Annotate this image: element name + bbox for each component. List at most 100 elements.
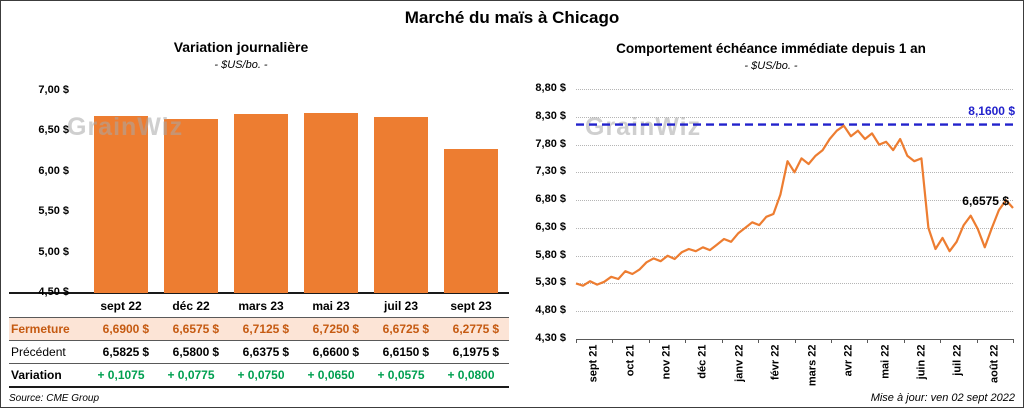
- x-axis-tick: [612, 339, 614, 343]
- category-label: juil 23: [383, 298, 418, 313]
- cell-value: 6,6150: [382, 345, 420, 359]
- page-title: Marché du maïs à Chicago: [404, 8, 620, 27]
- bar-chart-title: Variation journalière: [173, 39, 309, 55]
- line-y-axis-label: 4,80 $: [535, 304, 566, 317]
- last-price-label: 6,6575 $: [962, 194, 1009, 209]
- bar: [374, 117, 428, 293]
- line-y-axis-label: 6,80 $: [535, 193, 566, 206]
- line-y-axis-label: 5,30 $: [535, 276, 566, 289]
- line-y-axis-label: 5,80 $: [535, 248, 566, 261]
- cell-value: 6,6900: [102, 322, 140, 336]
- x-axis-tick: [903, 339, 905, 343]
- source-note: Source: CME Group: [9, 393, 100, 404]
- table-cell: 6,2775 $: [436, 322, 506, 336]
- watermark: GrainWiz: [585, 113, 702, 141]
- table-row-label: Précédent: [11, 345, 66, 359]
- bar-chart-subtitle: - $US/bo. -: [214, 59, 268, 71]
- currency-symbol: $: [492, 322, 499, 336]
- bar: [234, 114, 288, 293]
- currency-symbol: $: [352, 345, 359, 359]
- currency-symbol: $: [492, 345, 499, 359]
- category-label: mai 23: [312, 298, 350, 313]
- line-y-axis-label: 4,30 $: [535, 332, 566, 344]
- table-cell: 6,6900 $: [86, 322, 156, 336]
- gridline: [576, 200, 1013, 202]
- cell-value: 6,7125: [242, 322, 280, 336]
- x-axis-label: juil 22: [951, 344, 964, 376]
- gridline: [576, 311, 1013, 313]
- currency-symbol: $: [422, 322, 429, 336]
- currency-symbol: $: [352, 322, 359, 336]
- category-label: mars 23: [238, 298, 284, 313]
- bar-y-axis-label: 5,50 $: [38, 205, 69, 218]
- x-axis-tick: [867, 339, 869, 343]
- bar: [94, 116, 148, 293]
- gridline: [576, 255, 1013, 257]
- cell-value: 6,5825: [102, 345, 140, 359]
- bar: [164, 118, 218, 293]
- bar-y-axis-label: 5,00 $: [38, 245, 69, 258]
- table-row: Précédent 6,5825 $6,5800 $6,6375 $6,6600 $6,6…: [9, 341, 509, 364]
- x-axis-label: mai 22: [879, 344, 892, 379]
- table-cell: 6,5825 $: [86, 345, 156, 359]
- line-y-axis-label: 8,80 $: [535, 82, 566, 94]
- cell-value: + 0,0800: [447, 368, 495, 382]
- x-axis-tick: [1013, 339, 1014, 343]
- x-axis-tick: [721, 339, 723, 343]
- table-row: Variation + 0,1075 + 0,0775 + 0,0750 + 0,065…: [9, 364, 509, 388]
- gridline: [576, 283, 1013, 285]
- table-cell: 6,6150 $: [366, 345, 436, 359]
- bar-y-axis-label: 6,00 $: [38, 164, 69, 177]
- reference-price-label: 8,1600 $: [968, 103, 1015, 118]
- gridline: [576, 227, 1013, 229]
- cell-value: 6,1975: [452, 345, 490, 359]
- x-axis-tick: [794, 339, 796, 343]
- line-chart-subtitle: - $US/bo. -: [744, 60, 798, 72]
- table-cell: 6,7125 $: [226, 322, 296, 336]
- table-row-label: Fermeture: [11, 322, 70, 336]
- cell-value: + 0,1075: [97, 368, 145, 382]
- bar-y-axis-label: 7,00 $: [38, 84, 69, 96]
- bar-y-axis-label: 4,50 $: [38, 286, 69, 298]
- table-row-label: Variation: [11, 368, 62, 382]
- table-cell: 6,6575 $: [156, 322, 226, 336]
- cell-value: 6,5800: [172, 345, 210, 359]
- x-axis-label: sept 21: [587, 344, 600, 383]
- x-axis-tick: [648, 339, 650, 343]
- x-axis-label: févr 22: [769, 344, 782, 380]
- category-label: déc 22: [172, 298, 210, 313]
- table-cell: 6,7250 $: [296, 322, 366, 336]
- table-cell: + 0,0650: [296, 368, 366, 382]
- currency-symbol: $: [212, 322, 219, 336]
- x-axis-tick: [758, 339, 760, 343]
- x-axis-tick: [685, 339, 687, 343]
- price-line: [575, 124, 1014, 287]
- line-y-axis-label: 8,30 $: [535, 109, 566, 122]
- bar-y-axis-label: 6,50 $: [38, 124, 69, 137]
- x-axis-label: août 22: [988, 344, 1001, 384]
- category-label: sept 23: [450, 298, 492, 313]
- table-row: Fermeture 6,6900 $6,6575 $6,7125 $6,7250 $6,6…: [9, 318, 509, 341]
- currency-symbol: $: [282, 322, 289, 336]
- line-y-axis-label: 6,30 $: [535, 220, 566, 233]
- gridline: [576, 89, 1013, 90]
- x-axis-tick: [576, 339, 577, 343]
- gridline: [576, 144, 1013, 146]
- updated-note: Mise à jour: ven 02 sept 2022: [870, 392, 1015, 404]
- line-y-axis-label: 7,80 $: [535, 137, 566, 150]
- x-axis-label: déc 21: [696, 344, 709, 379]
- cell-value: 6,2775: [452, 322, 490, 336]
- gridline: [576, 116, 1013, 118]
- table-header-row: sept 22 déc 22 mars 23 mai 23 juil 23 sept 23: [9, 292, 509, 318]
- table-cell: 6,6600 $: [296, 345, 366, 359]
- cell-value: 6,6600: [312, 345, 350, 359]
- table-cell: + 0,0800: [436, 368, 506, 382]
- watermark: GrainWiz: [67, 113, 184, 141]
- currency-symbol: $: [422, 345, 429, 359]
- x-axis-label: nov 21: [660, 344, 673, 380]
- x-axis-tick: [976, 339, 978, 343]
- table-cell: 6,6725 $: [366, 322, 436, 336]
- price-line-chart: [575, 123, 1014, 287]
- cell-value: + 0,0750: [237, 368, 285, 382]
